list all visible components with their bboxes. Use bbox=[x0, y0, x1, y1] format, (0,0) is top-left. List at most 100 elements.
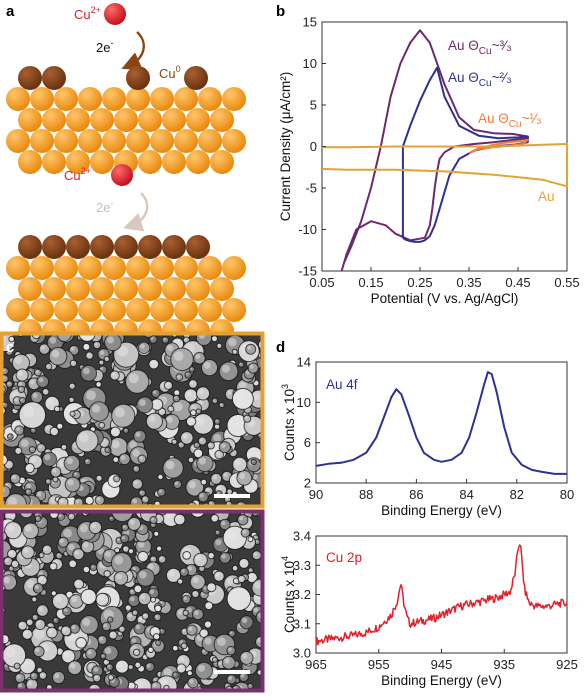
cv-ytick-label: -15 bbox=[298, 264, 317, 279]
gold-atom bbox=[78, 298, 102, 322]
gold-atom bbox=[102, 298, 126, 322]
cv-xtick-label: 0.45 bbox=[505, 275, 530, 290]
gold-atom bbox=[6, 129, 30, 153]
gold-atom bbox=[150, 298, 174, 322]
xps_au-ytick-label: 2 bbox=[304, 476, 311, 491]
cv-ytick-label: 10 bbox=[303, 56, 317, 71]
xps_au-xtick-label: 80 bbox=[560, 487, 574, 502]
xps_au-xlabel: Binding Energy (eV) bbox=[381, 503, 502, 518]
xps_au-series-0 bbox=[315, 371, 567, 475]
gold-atom bbox=[186, 277, 210, 301]
gold-atom bbox=[198, 129, 222, 153]
xps_cu-xtick-label: 965 bbox=[305, 657, 327, 672]
sem-image-bottom bbox=[0, 509, 265, 693]
gold-atom bbox=[30, 87, 54, 111]
copper-atom bbox=[138, 235, 162, 259]
cu-ion-top-label: Cu2+ bbox=[74, 5, 101, 22]
xps_cu-ytick-label: 3.4 bbox=[293, 529, 311, 544]
gold-atom bbox=[174, 298, 198, 322]
cv-chart: 0.05 0.15 0.25 0.35 0.45 0.55 -15 -10 -5 0 5 10 15 Po… bbox=[278, 15, 580, 307]
panel-c-label: c bbox=[6, 339, 14, 356]
xps_cu-xtick-label: 955 bbox=[368, 657, 390, 672]
gold-atom bbox=[90, 277, 114, 301]
xps_cu-ytick-label: 3.1 bbox=[293, 616, 311, 631]
gold-atom bbox=[6, 298, 30, 322]
electrons-top-label: 2e- bbox=[96, 38, 113, 55]
reduction-arrow-top bbox=[121, 31, 145, 70]
sem-particle bbox=[154, 531, 159, 536]
gold-lattice-top bbox=[6, 66, 246, 174]
xps_cu-xtick-label: 945 bbox=[431, 657, 453, 672]
xps_cu-ytick-label: 3.3 bbox=[293, 558, 311, 573]
cv-legend-3: Au bbox=[538, 189, 555, 204]
sem-image-top bbox=[0, 331, 265, 509]
gold-atom bbox=[90, 150, 114, 174]
gold-atom bbox=[66, 108, 90, 132]
gold-atom bbox=[210, 150, 234, 174]
gold-atom bbox=[54, 129, 78, 153]
gold-atom bbox=[102, 256, 126, 280]
gold-atom bbox=[78, 256, 102, 280]
cv-xtick-label: 0.35 bbox=[456, 275, 481, 290]
sem-particle bbox=[115, 548, 120, 553]
cv-xtick-label: 0.25 bbox=[407, 275, 432, 290]
gold-atom bbox=[222, 129, 246, 153]
copper-atom bbox=[66, 235, 90, 259]
xps_cu-ytick-label: 3.0 bbox=[293, 646, 311, 661]
gold-atom bbox=[18, 108, 42, 132]
xps_au-ytick-label: 10 bbox=[297, 395, 311, 410]
xps_au-xtick-label: 86 bbox=[409, 487, 423, 502]
sem-particle bbox=[32, 597, 37, 602]
gold-atom bbox=[126, 87, 150, 111]
gold-atom bbox=[18, 277, 42, 301]
cv-legend-0: Au ΘCu~³⁄₃ bbox=[448, 38, 512, 57]
cv-ytick-label: -5 bbox=[305, 181, 317, 196]
xps_cu-ylabel: Counts x 104 bbox=[280, 556, 297, 633]
cv-xtick-label: 0.05 bbox=[309, 275, 334, 290]
cu-metal-label: Cu0 bbox=[159, 64, 181, 81]
xps_cu-annotation: Cu 2p bbox=[326, 550, 362, 565]
gold-atom bbox=[150, 256, 174, 280]
xps_cu-xlabel: Binding Energy (eV) bbox=[381, 673, 502, 688]
copper-atom bbox=[18, 66, 42, 90]
gold-atom bbox=[18, 150, 42, 174]
panel-a: a Cu2+ 2e- Cu0 Cu2+ 2e- bbox=[6, 3, 246, 343]
cv-legend-1: Au ΘCu~²⁄₃ bbox=[448, 70, 512, 89]
copper-atom bbox=[18, 235, 42, 259]
gold-atom bbox=[198, 87, 222, 111]
gold-atom bbox=[66, 150, 90, 174]
sem-frame bbox=[0, 331, 265, 509]
gold-atom bbox=[210, 277, 234, 301]
gold-atom bbox=[174, 129, 198, 153]
cu-ion-bottom bbox=[111, 164, 133, 186]
gold-atom bbox=[138, 150, 162, 174]
cv-series-0 bbox=[340, 29, 529, 272]
gold-atom bbox=[78, 129, 102, 153]
panel-c: c bbox=[0, 331, 265, 693]
sem-particle bbox=[86, 352, 93, 359]
xps_au-xtick-label: 90 bbox=[309, 487, 323, 502]
gold-atom bbox=[162, 108, 186, 132]
xps_cu-series-0 bbox=[315, 544, 568, 646]
sem-particle bbox=[104, 571, 110, 577]
reduction-arrow-bottom bbox=[123, 192, 149, 232]
gold-atom bbox=[30, 256, 54, 280]
gold-atom bbox=[102, 87, 126, 111]
xps_cu-xtick-label: 925 bbox=[556, 657, 578, 672]
panel-a-label: a bbox=[6, 3, 15, 20]
electrons-bottom-label: 2e- bbox=[96, 198, 113, 215]
sem-particle bbox=[212, 336, 217, 342]
gold-atom bbox=[198, 256, 222, 280]
scale-bar bbox=[214, 670, 250, 674]
copper-atom bbox=[114, 235, 138, 259]
panel-d-label: d bbox=[276, 339, 285, 356]
copper-atom bbox=[42, 66, 66, 90]
copper-atom bbox=[184, 66, 208, 90]
cv-legend-2: Au ΘCu~¹⁄₃ bbox=[478, 111, 542, 130]
cv-series-1 bbox=[401, 66, 529, 243]
gold-atom bbox=[174, 87, 198, 111]
gold-atom bbox=[54, 298, 78, 322]
xps_au-xtick-label: 82 bbox=[510, 487, 524, 502]
sem-particle bbox=[125, 605, 131, 611]
sem-particle bbox=[46, 363, 52, 370]
